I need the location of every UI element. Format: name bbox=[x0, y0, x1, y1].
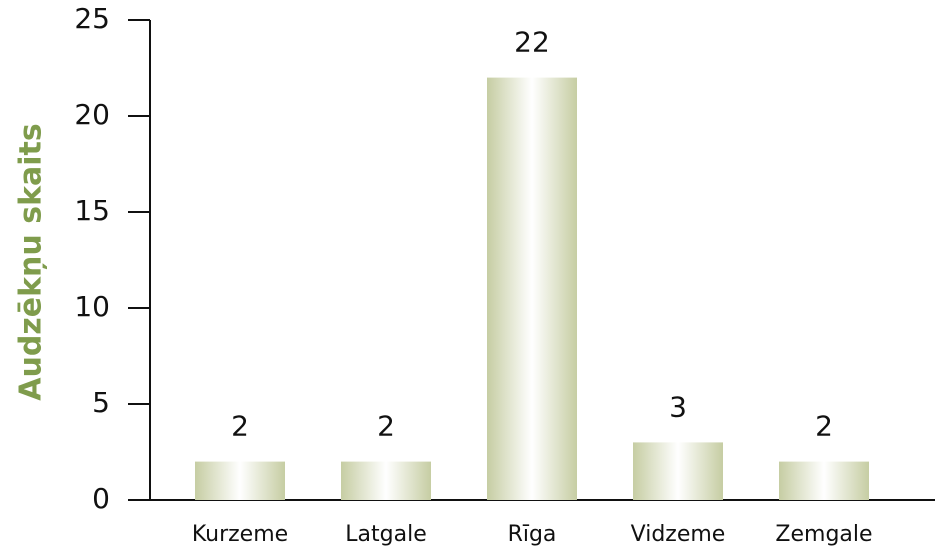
x-tick-label: Vidzeme bbox=[631, 522, 726, 547]
y-tick-label: 25 bbox=[74, 2, 110, 35]
y-tick-label: 20 bbox=[74, 98, 110, 131]
data-label: 22 bbox=[514, 26, 550, 59]
data-label: 2 bbox=[815, 410, 833, 443]
bar bbox=[341, 461, 431, 500]
y-axis-label: Audzēkņu skaits bbox=[14, 123, 49, 401]
bar bbox=[633, 442, 723, 500]
x-tick-label: Rīga bbox=[508, 522, 557, 547]
data-label: 2 bbox=[231, 410, 249, 443]
y-tick-label: 0 bbox=[92, 482, 110, 515]
bar bbox=[779, 461, 869, 500]
x-tick-label: Latgale bbox=[345, 522, 426, 547]
y-tick-label: 15 bbox=[74, 194, 110, 227]
x-tick-label: Zemgale bbox=[775, 522, 872, 547]
bar bbox=[487, 77, 577, 500]
bar bbox=[195, 461, 285, 500]
data-label: 2 bbox=[377, 410, 395, 443]
data-label: 3 bbox=[669, 390, 687, 423]
x-tick-label: Kurzeme bbox=[192, 522, 288, 547]
y-tick-label: 5 bbox=[92, 386, 110, 419]
y-tick-label: 10 bbox=[74, 290, 110, 323]
